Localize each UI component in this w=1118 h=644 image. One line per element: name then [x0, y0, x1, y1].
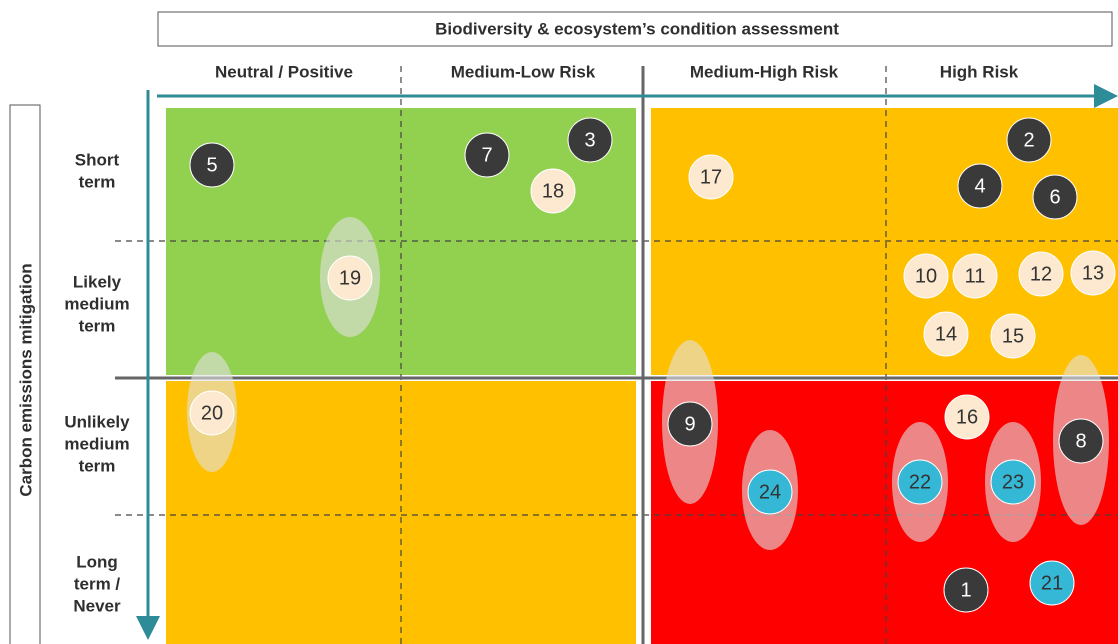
bubble — [990, 459, 1036, 505]
column-header: High Risk — [940, 62, 1019, 81]
column-header: Neutral / Positive — [215, 62, 353, 81]
column-header: Medium-Low Risk — [451, 62, 596, 81]
bubble-label: 9 — [684, 413, 695, 435]
bubble-label: 22 — [909, 471, 931, 493]
bubble-label: 1 — [960, 579, 971, 601]
bubble-label: 15 — [1002, 325, 1024, 347]
bubble — [327, 255, 373, 301]
row-header: Likely — [73, 272, 122, 291]
bubble — [189, 142, 235, 188]
bubble-label: 13 — [1082, 262, 1104, 284]
bubble — [1058, 418, 1104, 464]
y-axis-label: Carbon emissions mitigation — [16, 263, 35, 496]
bubble — [957, 163, 1003, 209]
y-label-box — [9, 104, 41, 644]
bubble — [1018, 251, 1064, 297]
bubble-label: 17 — [700, 166, 722, 188]
bubble-label: 20 — [201, 402, 223, 424]
bubble-label: 11 — [965, 265, 986, 287]
bubble — [667, 401, 713, 447]
bubble — [952, 253, 998, 299]
bubble — [1032, 174, 1078, 220]
bubble-label: 14 — [935, 323, 957, 345]
row-header: term — [79, 456, 116, 475]
row-header: term / — [74, 574, 121, 593]
bubble — [688, 154, 734, 200]
row-header: Never — [73, 596, 121, 615]
bubble-label: 3 — [584, 129, 595, 151]
bubble — [897, 459, 943, 505]
bubble — [1070, 250, 1116, 296]
bubble — [567, 117, 613, 163]
bubble-label: 2 — [1023, 129, 1034, 151]
bubble-label: 10 — [915, 265, 937, 287]
bubble — [944, 394, 990, 440]
title: Biodiversity & ecosystem’s condition ass… — [435, 19, 839, 38]
title-box — [157, 11, 1113, 47]
row-header: Short — [75, 150, 120, 169]
bubble-label: 4 — [974, 175, 985, 197]
bubble — [530, 168, 576, 214]
bubble-label: 5 — [206, 154, 217, 176]
bubble-label: 12 — [1030, 263, 1052, 285]
bubble-label: 18 — [542, 180, 564, 202]
bubble — [189, 390, 235, 436]
bubble-label: 7 — [481, 144, 492, 166]
bubble — [464, 132, 510, 178]
row-header: Long — [76, 552, 118, 571]
column-header: Medium-High Risk — [690, 62, 839, 81]
bubble-label: 19 — [339, 267, 361, 289]
quadrant — [166, 381, 636, 644]
row-header: term — [79, 316, 116, 335]
row-header: Unlikely — [64, 412, 130, 431]
bubble-label: 8 — [1075, 430, 1086, 452]
bubble — [1029, 560, 1075, 606]
bubble — [923, 311, 969, 357]
bubble-label: 21 — [1041, 572, 1063, 594]
row-header: medium — [64, 294, 129, 313]
bubble-label: 16 — [956, 406, 978, 428]
bubble — [943, 567, 989, 613]
content: Neutral / Positive Medium-Low Risk Medium-… — [64, 62, 1116, 615]
row-header: medium — [64, 434, 129, 453]
bubble-label: 24 — [759, 481, 781, 503]
bubble — [903, 253, 949, 299]
bubble — [747, 469, 793, 515]
row-header: term — [79, 172, 116, 191]
bubble-label: 6 — [1049, 186, 1060, 208]
bubble-label: 23 — [1002, 471, 1024, 493]
dashed-lines — [115, 66, 1118, 644]
bubble — [990, 313, 1036, 359]
bubble — [1006, 117, 1052, 163]
